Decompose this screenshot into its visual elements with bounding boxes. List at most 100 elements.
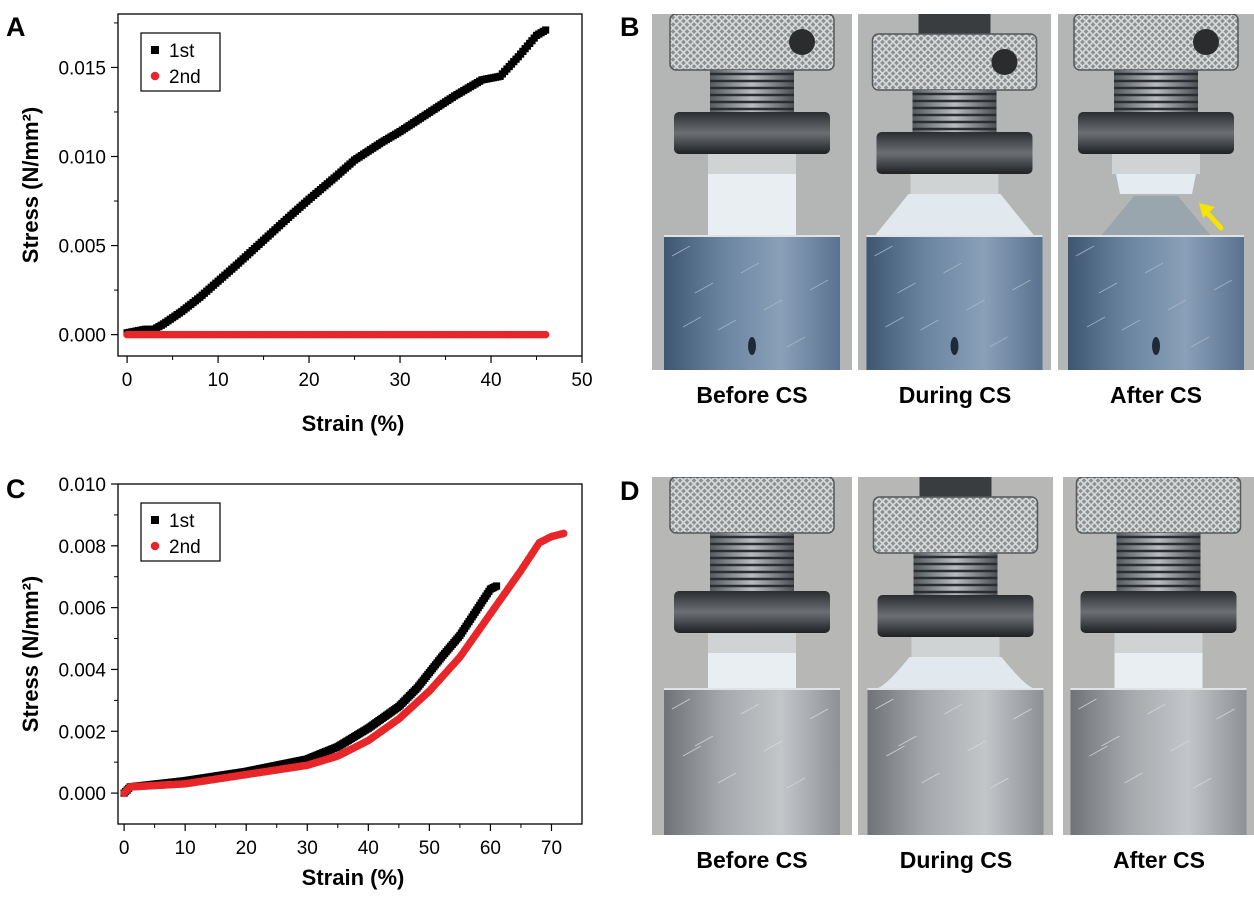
upper-holder [708, 633, 796, 653]
photo-illustration [1063, 477, 1254, 835]
upper-holder [1114, 633, 1203, 653]
x-tick-label: 30 [389, 370, 410, 391]
caption-d-before: Before CS [696, 847, 808, 873]
clamp-bar [674, 112, 830, 154]
x-tick-label: 10 [208, 370, 229, 391]
threaded-neck [710, 533, 794, 591]
legend-marker-2nd [150, 71, 160, 81]
x-tick-label: 40 [480, 370, 501, 391]
legend-marker-1st [151, 46, 159, 54]
legend-marker-2nd [150, 541, 160, 551]
x-tick-label: 50 [419, 838, 440, 859]
specimen-compressed [874, 194, 1035, 236]
photo-d-during [858, 477, 1053, 835]
knurled-nut [1075, 477, 1242, 534]
y-tick-label: 0.006 [58, 599, 106, 620]
y-tick-label: 0.004 [58, 660, 106, 681]
block-hole [1152, 337, 1160, 355]
y-axis-label: Stress (N/mm²) [18, 107, 43, 263]
y-tick-label: 0.008 [58, 537, 106, 558]
panel-letter-c: C [6, 474, 26, 504]
y-tick-label: 0.000 [58, 326, 106, 347]
upper-holder [911, 637, 1000, 657]
legend-marker-1st [151, 516, 159, 524]
plot-frame [117, 13, 583, 357]
clamp-bar [674, 591, 830, 633]
knurled-nut [872, 496, 1039, 554]
photo-illustration [1058, 14, 1254, 370]
specimen-lower-fragment [1101, 196, 1211, 236]
specimen-upper-fragment [1116, 174, 1196, 194]
caption-b-during: During CS [898, 382, 1012, 408]
photo-illustration [858, 477, 1053, 835]
threaded-neck [913, 553, 998, 595]
yellow-arrow-icon [1199, 203, 1215, 218]
x-tick-label: 40 [358, 838, 379, 859]
data-point [541, 330, 550, 339]
upper-holder [708, 154, 796, 174]
threaded-neck [1116, 533, 1201, 591]
specimen [708, 653, 796, 689]
x-tick-label: 0 [122, 370, 133, 391]
x-axis-label: Strain (%) [302, 411, 405, 436]
photo-b-after [1058, 14, 1254, 370]
specimen [1114, 653, 1203, 689]
x-tick-label: 30 [297, 838, 318, 859]
nut-hole [1193, 29, 1219, 55]
y-tick-label: 0.015 [58, 58, 106, 79]
specimen-compressed [875, 657, 1036, 689]
caption-d-during: During CS [899, 847, 1013, 873]
data-point [559, 529, 568, 538]
data-point [492, 582, 501, 590]
threaded-neck [912, 90, 997, 132]
panel-letter-b: B [620, 12, 640, 42]
chart-a-stress-strain: 0 10 20 30 40 50 0.000 0.005 0.010 0.015 Strain (%… [18, 13, 593, 436]
nut-hole [789, 29, 815, 55]
y-tick-label: 0.000 [58, 784, 106, 805]
legend-label-1st: 1st [169, 511, 195, 532]
lower-block [867, 689, 1044, 835]
legend-box [140, 32, 221, 92]
clamp-bar [877, 595, 1034, 637]
panel-letter-a: A [6, 12, 26, 42]
photo-d-before [652, 477, 852, 835]
clamp-bar [1080, 591, 1237, 633]
chart-c-stress-strain: 0 10 20 30 40 50 60 70 0.000 0.002 0.004 0.006 0.008… [18, 475, 583, 890]
series-2-markers [123, 330, 550, 339]
photo-b-during [858, 14, 1051, 370]
legend-label-2nd: 2nd [169, 537, 201, 558]
upper-holder [1112, 154, 1200, 174]
block-hole [950, 337, 959, 355]
photo-illustration [858, 14, 1051, 370]
caption-b-before: Before CS [696, 382, 808, 408]
legend-box [140, 502, 221, 562]
legend-label-2nd: 2nd [169, 67, 201, 88]
x-tick-label: 20 [236, 838, 257, 859]
y-tick-label: 0.010 [58, 148, 106, 169]
knurled-nut [669, 477, 835, 534]
photo-illustration [652, 14, 852, 370]
x-tick-label: 70 [541, 838, 562, 859]
y-tick-label: 0.010 [58, 475, 106, 496]
caption-d-after: After CS [1112, 847, 1205, 873]
x-tick-label: 50 [571, 370, 592, 391]
photo-d-after [1063, 477, 1254, 835]
x-axis-label: Strain (%) [302, 865, 405, 890]
nut-hole [991, 49, 1018, 75]
y-tick-label: 0.005 [58, 237, 106, 258]
x-tick-label: 0 [119, 838, 130, 859]
clamp-bar [876, 132, 1033, 174]
x-tick-label: 10 [175, 838, 196, 859]
threaded-neck [1114, 70, 1198, 112]
lower-block [1070, 689, 1247, 835]
upper-holder [910, 174, 999, 194]
data-point [542, 26, 550, 34]
clamp-bar [1078, 112, 1234, 154]
lower-block [664, 689, 840, 835]
specimen [708, 174, 796, 236]
photo-illustration [652, 477, 852, 835]
y-axis-label: Stress (N/mm²) [18, 576, 43, 732]
x-tick-label: 20 [298, 370, 319, 391]
block-hole [748, 337, 756, 355]
plot-frame [117, 483, 583, 825]
